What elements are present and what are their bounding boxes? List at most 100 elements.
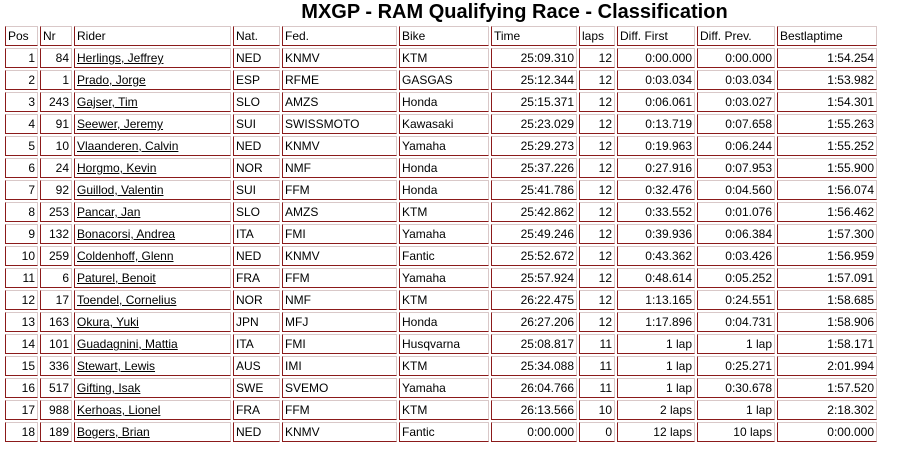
rider-link[interactable]: Bogers, Brian — [77, 425, 150, 439]
rider-cell: Coldenhoff, Glenn — [74, 246, 231, 266]
cell-nat: NED — [233, 246, 280, 266]
rider-link[interactable]: Guadagnini, Mattia — [77, 337, 178, 351]
cell-laps: 12 — [579, 290, 615, 310]
rider-cell: Seewer, Jeremy — [74, 114, 231, 134]
rider-link[interactable]: Stewart, Lewis — [77, 359, 156, 373]
cell-diff-prev: 0:04.560 — [697, 180, 775, 200]
cell-time: 25:37.226 — [491, 158, 577, 178]
rider-link[interactable]: Herlings, Jeffrey — [77, 51, 164, 65]
cell-pos: 3 — [5, 92, 38, 112]
cell-fed: MFJ — [282, 312, 397, 332]
cell-time: 25:12.344 — [491, 70, 577, 90]
cell-diff-prev: 0:03.034 — [697, 70, 775, 90]
cell-bike: Fantic — [399, 422, 489, 442]
cell-nat: NED — [233, 136, 280, 156]
cell-time: 25:42.862 — [491, 202, 577, 222]
rider-link[interactable]: Bonacorsi, Andrea — [77, 227, 176, 241]
cell-nr: 84 — [40, 48, 72, 68]
rider-link[interactable]: Kerhoas, Lionel — [77, 403, 161, 417]
column-header-nat: Nat. — [233, 26, 280, 46]
table-row: 14 101 Guadagnini, Mattia ITA FMI Husqvarna 25… — [5, 334, 877, 354]
column-header-bestlaptime: Bestlaptime — [777, 26, 877, 46]
rider-link[interactable]: Vlaanderen, Calvin — [77, 139, 179, 153]
table-row: 13 163 Okura, Yuki JPN MFJ Honda 26:27.206 12 1:… — [5, 312, 877, 332]
classification-table: Pos Nr Rider Nat. Fed. Bike Time laps Diff. Firs… — [3, 24, 879, 444]
page-title: MXGP - RAM Qualifying Race - Classificat… — [301, 1, 728, 23]
cell-diff-prev: 10 laps — [697, 422, 775, 442]
cell-diff-first: 0:06.061 — [617, 92, 695, 112]
rider-link[interactable]: Paturel, Benoit — [77, 271, 156, 285]
cell-best: 1:58.685 — [777, 290, 877, 310]
rider-link[interactable]: Horgmo, Kevin — [77, 161, 157, 175]
cell-best: 1:58.906 — [777, 312, 877, 332]
cell-diff-first: 1 lap — [617, 356, 695, 376]
rider-link[interactable]: Toendel, Cornelius — [77, 293, 177, 307]
rider-cell: Toendel, Cornelius — [74, 290, 231, 310]
cell-diff-prev: 0:03.027 — [697, 92, 775, 112]
cell-best: 1:57.300 — [777, 224, 877, 244]
cell-time: 25:29.273 — [491, 136, 577, 156]
cell-pos: 13 — [5, 312, 38, 332]
cell-laps: 12 — [579, 312, 615, 332]
rider-link[interactable]: Prado, Jorge — [77, 73, 146, 87]
cell-nr: 10 — [40, 136, 72, 156]
column-header-pos: Pos — [5, 26, 38, 46]
rider-link[interactable]: Pancar, Jan — [77, 205, 141, 219]
rider-link[interactable]: Okura, Yuki — [77, 315, 139, 329]
cell-diff-first: 1:17.896 — [617, 312, 695, 332]
cell-nat: NOR — [233, 290, 280, 310]
cell-diff-first: 0:48.614 — [617, 268, 695, 288]
rider-link[interactable]: Gajser, Tim — [77, 95, 138, 109]
cell-fed: RFME — [282, 70, 397, 90]
cell-fed: SVEMO — [282, 378, 397, 398]
cell-fed: FFM — [282, 268, 397, 288]
cell-pos: 6 — [5, 158, 38, 178]
cell-time: 25:15.371 — [491, 92, 577, 112]
cell-time: 25:08.817 — [491, 334, 577, 354]
table-row: 12 17 Toendel, Cornelius NOR NMF KTM 26:22.475… — [5, 290, 877, 310]
cell-fed: NMF — [282, 158, 397, 178]
cell-nat: ESP — [233, 70, 280, 90]
cell-time: 26:22.475 — [491, 290, 577, 310]
table-row: 3 243 Gajser, Tim SLO AMZS Honda 25:15.371 12 0:… — [5, 92, 877, 112]
cell-nr: 1 — [40, 70, 72, 90]
rider-cell: Horgmo, Kevin — [74, 158, 231, 178]
rider-cell: Bonacorsi, Andrea — [74, 224, 231, 244]
cell-nat: SLO — [233, 92, 280, 112]
cell-time: 0:00.000 — [491, 422, 577, 442]
rider-link[interactable]: Gifting, Isak — [77, 381, 141, 395]
cell-fed: AMZS — [282, 92, 397, 112]
cell-bike: Honda — [399, 158, 489, 178]
cell-pos: 10 — [5, 246, 38, 266]
cell-bike: Honda — [399, 312, 489, 332]
cell-diff-first: 0:39.936 — [617, 224, 695, 244]
cell-laps: 12 — [579, 70, 615, 90]
cell-fed: SWISSMOTO — [282, 114, 397, 134]
rider-cell: Stewart, Lewis — [74, 356, 231, 376]
cell-pos: 1 — [5, 48, 38, 68]
cell-diff-prev: 1 lap — [697, 400, 775, 420]
cell-nat: SUI — [233, 180, 280, 200]
cell-diff-first: 12 laps — [617, 422, 695, 442]
rider-link[interactable]: Guillod, Valentin — [77, 183, 164, 197]
cell-fed: FFM — [282, 180, 397, 200]
cell-bike: KTM — [399, 356, 489, 376]
cell-laps: 11 — [579, 356, 615, 376]
cell-bike: KTM — [399, 400, 489, 420]
rider-cell: Vlaanderen, Calvin — [74, 136, 231, 156]
cell-diff-prev: 0:07.658 — [697, 114, 775, 134]
cell-best: 1:57.091 — [777, 268, 877, 288]
cell-nat: JPN — [233, 312, 280, 332]
column-header-bike: Bike — [399, 26, 489, 46]
cell-laps: 12 — [579, 224, 615, 244]
cell-pos: 17 — [5, 400, 38, 420]
rider-cell: Kerhoas, Lionel — [74, 400, 231, 420]
cell-diff-prev: 0:06.384 — [697, 224, 775, 244]
rider-cell: Herlings, Jeffrey — [74, 48, 231, 68]
rider-link[interactable]: Coldenhoff, Glenn — [77, 249, 174, 263]
rider-link[interactable]: Seewer, Jeremy — [77, 117, 164, 131]
cell-nr: 101 — [40, 334, 72, 354]
cell-pos: 4 — [5, 114, 38, 134]
cell-nr: 91 — [40, 114, 72, 134]
cell-nr: 17 — [40, 290, 72, 310]
